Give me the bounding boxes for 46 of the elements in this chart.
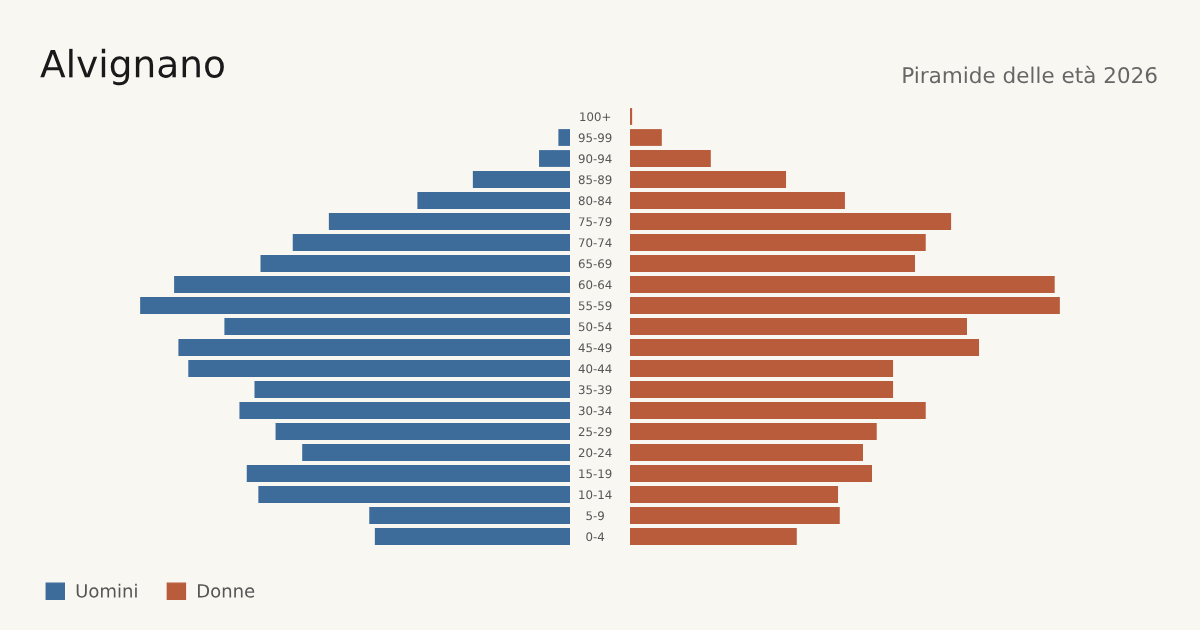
bar — [630, 507, 840, 524]
bar — [630, 444, 863, 461]
bar — [630, 381, 894, 398]
bar — [630, 486, 839, 503]
bar — [630, 423, 877, 440]
y-tick-label: 35-39 — [578, 385, 612, 395]
bar — [630, 528, 797, 545]
bar — [630, 297, 1060, 314]
chart-subtitle: Piramide delle età 2026 — [903, 65, 1157, 84]
bar — [630, 339, 980, 356]
y-tick-label: 95-99 — [578, 133, 612, 143]
y-tick-label: 100+ — [580, 112, 611, 122]
y-tick-label: 85-89 — [578, 175, 612, 185]
y-tick-label: 75-79 — [578, 217, 612, 227]
y-tick-label: 5-9 — [586, 511, 604, 521]
bar — [630, 360, 894, 377]
bar — [630, 192, 845, 209]
bar — [630, 213, 952, 230]
y-tick-label: 80-84 — [578, 196, 612, 206]
y-tick-label: 0-4 — [586, 532, 605, 542]
y-tick-label: 65-69 — [578, 259, 612, 269]
y-tick-label: 25-29 — [578, 427, 612, 437]
bar — [630, 108, 633, 125]
bar — [630, 465, 873, 482]
bar — [630, 255, 915, 272]
y-tick-label: 20-24 — [578, 448, 612, 458]
y-tick-label: 45-49 — [578, 343, 612, 353]
y-tick-label: 15-19 — [579, 469, 612, 479]
y-tick-label: 50-54 — [578, 322, 612, 332]
y-tick-label: 90-94 — [578, 154, 612, 164]
bar — [630, 171, 787, 188]
y-tick-label: 10-14 — [579, 490, 612, 500]
y-tick-label: 60-64 — [578, 280, 612, 290]
bar — [630, 402, 926, 419]
bar — [630, 129, 662, 146]
y-tick-label: 70-74 — [578, 238, 612, 248]
bar — [630, 318, 967, 335]
bar — [630, 234, 926, 251]
y-tick-label: 40-44 — [578, 364, 612, 374]
bar — [630, 150, 711, 167]
y-tick-label: 55-59 — [578, 301, 612, 311]
legend-label: Uomini — [76, 583, 137, 598]
y-tick-label: 30-34 — [578, 406, 612, 416]
bar — [630, 276, 1055, 293]
legend-label: Donne — [198, 584, 255, 598]
chart-title: Alvignano — [40, 48, 224, 86]
